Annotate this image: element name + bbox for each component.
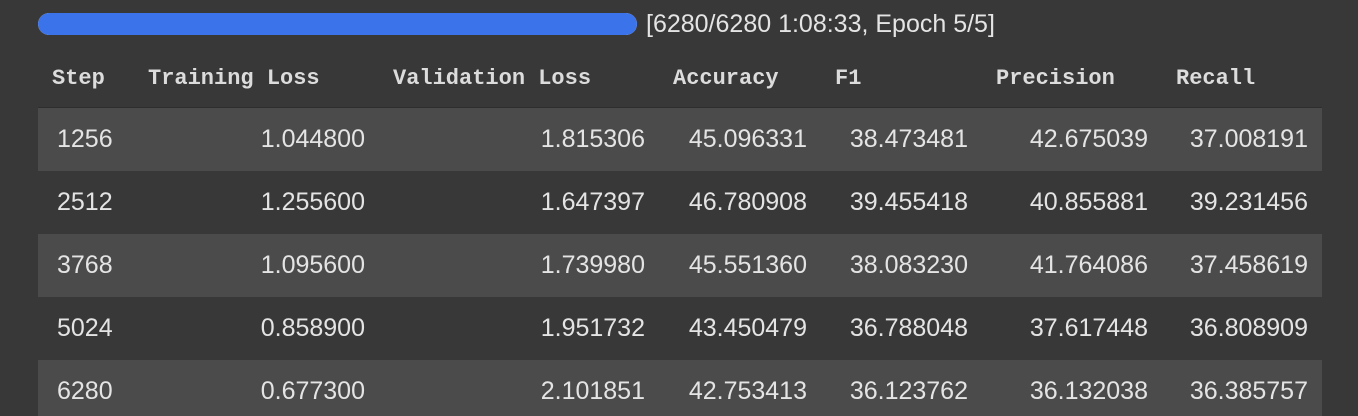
cell-validation-loss: 1.951732 — [540, 314, 645, 342]
cell-accuracy: 43.450479 — [688, 314, 807, 342]
cell-validation-loss: 1.815306 — [540, 125, 645, 153]
cell-f1: 36.788048 — [849, 314, 968, 342]
header-training-loss: Training Loss — [148, 65, 320, 91]
cell-f1: 39.455418 — [849, 188, 968, 216]
training-progress: [6280/6280 1:08:33, Epoch 5/5] — [38, 6, 995, 42]
cell-validation-loss: 2.101851 — [540, 377, 645, 405]
cell-f1: 38.083230 — [849, 251, 968, 279]
cell-validation-loss: 1.647397 — [540, 188, 645, 216]
training-metrics-table: Step Training Loss Validation Loss Accur… — [38, 49, 1322, 416]
table-row: 6280 0.677300 2.101851 42.753413 36.1237… — [38, 360, 1322, 416]
cell-precision: 36.132038 — [1029, 377, 1148, 405]
progress-status-text: [6280/6280 1:08:33, Epoch 5/5] — [646, 9, 995, 38]
cell-recall: 39.231456 — [1189, 188, 1308, 216]
cell-validation-loss: 1.739980 — [540, 251, 645, 279]
table-row: 1256 1.044800 1.815306 45.096331 38.4734… — [38, 107, 1322, 171]
header-accuracy: Accuracy — [673, 65, 779, 91]
cell-step: 5024 — [57, 314, 113, 342]
progress-bar — [38, 13, 637, 35]
table-header-row: Step Training Loss Validation Loss Accur… — [38, 49, 1322, 108]
cell-accuracy: 45.096331 — [688, 125, 807, 153]
cell-training-loss: 0.858900 — [260, 314, 365, 342]
progress-bar-fill — [38, 13, 637, 35]
cell-accuracy: 46.780908 — [688, 188, 807, 216]
cell-recall: 36.385757 — [1189, 377, 1308, 405]
cell-step: 3768 — [57, 251, 113, 279]
header-recall: Recall — [1176, 65, 1256, 91]
table-row: 5024 0.858900 1.951732 43.450479 36.7880… — [38, 297, 1322, 360]
cell-precision: 41.764086 — [1029, 251, 1148, 279]
cell-f1: 38.473481 — [849, 125, 968, 153]
header-f1: F1 — [835, 65, 862, 91]
table-row: 2512 1.255600 1.647397 46.780908 39.4554… — [38, 171, 1322, 234]
cell-training-loss: 1.255600 — [260, 188, 365, 216]
cell-precision: 40.855881 — [1029, 188, 1148, 216]
cell-recall: 37.458619 — [1189, 251, 1308, 279]
cell-accuracy: 45.551360 — [688, 251, 807, 279]
cell-training-loss: 0.677300 — [260, 377, 365, 405]
header-validation-loss: Validation Loss — [393, 65, 592, 91]
cell-accuracy: 42.753413 — [688, 377, 807, 405]
header-precision: Precision — [996, 65, 1115, 91]
table-row: 3768 1.095600 1.739980 45.551360 38.0832… — [38, 234, 1322, 297]
cell-training-loss: 1.095600 — [260, 251, 365, 279]
cell-training-loss: 1.044800 — [260, 125, 365, 153]
cell-precision: 42.675039 — [1029, 125, 1148, 153]
cell-recall: 36.808909 — [1189, 314, 1308, 342]
cell-step: 2512 — [57, 188, 113, 216]
cell-step: 6280 — [57, 377, 113, 405]
header-step: Step — [52, 65, 105, 91]
cell-recall: 37.008191 — [1189, 125, 1308, 153]
cell-f1: 36.123762 — [849, 377, 968, 405]
cell-step: 1256 — [57, 125, 113, 153]
cell-precision: 37.617448 — [1029, 314, 1148, 342]
